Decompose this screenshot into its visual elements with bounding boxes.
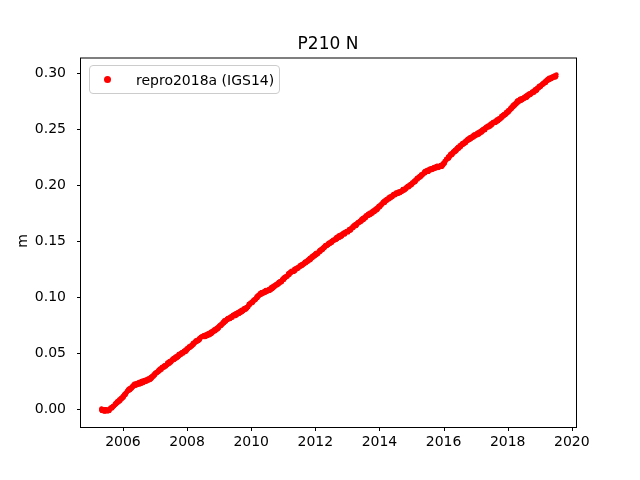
x-tick-label: 2020 xyxy=(542,433,602,450)
x-tick-label: 2008 xyxy=(157,433,217,450)
y-tick-label: 0.15 xyxy=(20,232,66,249)
y-tick-label: 0.10 xyxy=(20,288,66,305)
legend: repro2018a (IGS14) xyxy=(89,65,280,94)
chart-title: P210 N xyxy=(80,33,576,53)
x-tick-label: 2018 xyxy=(478,433,538,450)
y-tick-label: 0.25 xyxy=(20,120,66,137)
x-tick-label: 2012 xyxy=(285,433,345,450)
x-tick-label: 2014 xyxy=(349,433,409,450)
legend-marker-dot xyxy=(104,76,111,83)
figure: P210 N m 2006200820102012201420162018202… xyxy=(0,0,640,480)
y-tick-label: 0.05 xyxy=(20,344,66,361)
x-tick-label: 2010 xyxy=(221,433,281,450)
y-tick-label: 0.00 xyxy=(20,400,66,417)
y-tick-label: 0.20 xyxy=(20,176,66,193)
x-tick-label: 2016 xyxy=(414,433,474,450)
legend-label: repro2018a (IGS14) xyxy=(136,72,274,88)
x-tick-label: 2006 xyxy=(93,433,153,450)
y-tick-label: 0.30 xyxy=(20,64,66,81)
